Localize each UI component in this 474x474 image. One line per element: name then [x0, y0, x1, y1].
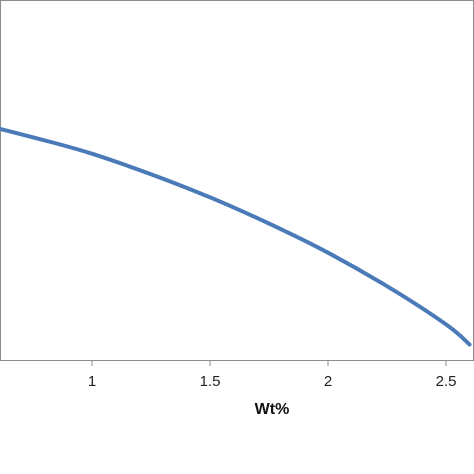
x-tick-label: 1	[88, 373, 96, 390]
series-layer	[0, 126, 472, 347]
x-tick-label: 2.5	[436, 373, 457, 390]
x-axis-title: Wt%	[255, 401, 290, 418]
x-tick-label: 1.5	[200, 373, 221, 390]
x-axis: 1 1.5 2 2.5	[0, 360, 474, 390]
x-tick-label: 2	[324, 373, 332, 390]
series-line	[0, 126, 472, 347]
